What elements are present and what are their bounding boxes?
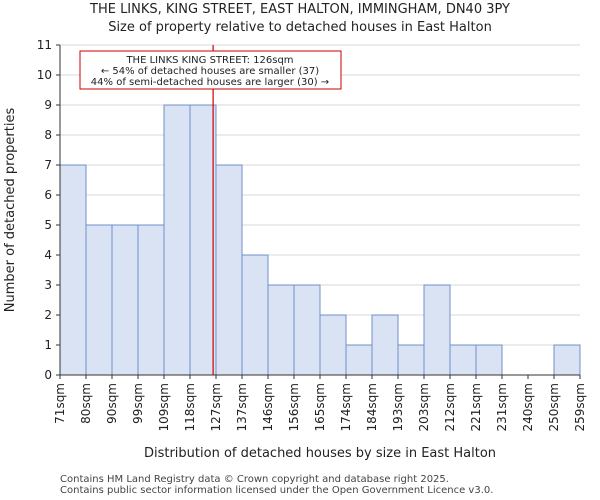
- x-tick-label: 231sqm: [495, 383, 509, 431]
- x-tick-label: 99sqm: [131, 383, 145, 424]
- histogram-bar: [553, 344, 581, 376]
- histogram-bar: [397, 344, 425, 376]
- annotation-larger: 44% of semi-detached houses are larger (…: [91, 77, 329, 88]
- histogram-bar: [59, 164, 87, 376]
- x-tick-label: 146sqm: [261, 383, 275, 431]
- annotation-title: THE LINKS KING STREET: 126sqm: [125, 55, 293, 66]
- bars-layer: [59, 104, 581, 376]
- histogram-bar: [189, 104, 217, 376]
- x-axis-label: Distribution of detached houses by size …: [144, 446, 496, 461]
- histogram-bar: [111, 224, 139, 376]
- y-tick-label: 2: [44, 308, 52, 322]
- y-tick-label: 0: [44, 368, 52, 382]
- y-ticks: 0 1 2 3 4 5 6 7 8 9 10 11: [37, 38, 60, 382]
- x-tick-label: 156sqm: [287, 383, 301, 431]
- x-tick-label: 203sqm: [417, 383, 431, 431]
- histogram-bar: [449, 344, 477, 376]
- x-tick-label: 221sqm: [469, 383, 483, 431]
- y-tick-label: 7: [44, 158, 52, 172]
- x-tick-label: 137sqm: [235, 383, 249, 431]
- footer-copyright: Contains HM Land Registry data © Crown c…: [60, 474, 449, 485]
- x-tick-label: 193sqm: [391, 383, 405, 431]
- x-tick-label: 71sqm: [53, 383, 67, 424]
- x-tick-label: 109sqm: [157, 383, 171, 431]
- histogram-bar: [319, 314, 347, 376]
- x-tick-label: 127sqm: [209, 383, 223, 431]
- y-tick-label: 5: [44, 218, 52, 232]
- y-axis-label: Number of detached properties: [3, 108, 18, 313]
- y-tick-label: 3: [44, 278, 52, 292]
- x-tick-label: 118sqm: [183, 383, 197, 431]
- histogram-bar: [475, 344, 503, 376]
- x-tick-label: 240sqm: [521, 383, 535, 431]
- x-tick-label: 80sqm: [79, 383, 93, 424]
- histogram-bar: [241, 254, 269, 376]
- chart-title: THE LINKS, KING STREET, EAST HALTON, IMM…: [90, 2, 510, 17]
- x-tick-label: 165sqm: [313, 383, 327, 431]
- histogram-bar: [163, 104, 191, 376]
- annotation-box: [79, 50, 342, 90]
- x-tick-label: 184sqm: [365, 383, 379, 431]
- histogram-bar: [345, 344, 373, 376]
- histogram-bar: [215, 164, 243, 376]
- x-tick-label: 212sqm: [443, 383, 457, 431]
- histogram-bar: [371, 314, 399, 376]
- annotation-smaller: ← 54% of detached houses are smaller (37…: [101, 66, 319, 77]
- x-ticks: 71sqm 80sqm 90sqm 99sqm 109sqm 118sqm 127sqm 13…: [53, 375, 587, 431]
- x-tick-label: 90sqm: [105, 383, 119, 424]
- footer-licence: Contains public sector information licen…: [60, 485, 494, 496]
- y-tick-label: 11: [37, 38, 52, 52]
- histogram-bar: [85, 224, 113, 376]
- y-tick-label: 1: [44, 338, 52, 352]
- histogram-bar: [267, 284, 295, 376]
- y-tick-label: 8: [44, 128, 52, 142]
- histogram-bar: [293, 284, 321, 376]
- y-tick-label: 10: [37, 68, 52, 82]
- x-tick-label: 259sqm: [573, 383, 587, 431]
- x-tick-label: 174sqm: [339, 383, 353, 431]
- chart-subtitle: Size of property relative to detached ho…: [108, 20, 492, 35]
- x-tick-label: 250sqm: [547, 383, 561, 431]
- histogram-bar: [137, 224, 165, 376]
- y-tick-label: 4: [44, 248, 52, 262]
- histogram-bar: [423, 284, 451, 376]
- y-tick-label: 6: [44, 188, 52, 202]
- y-tick-label: 9: [44, 98, 52, 112]
